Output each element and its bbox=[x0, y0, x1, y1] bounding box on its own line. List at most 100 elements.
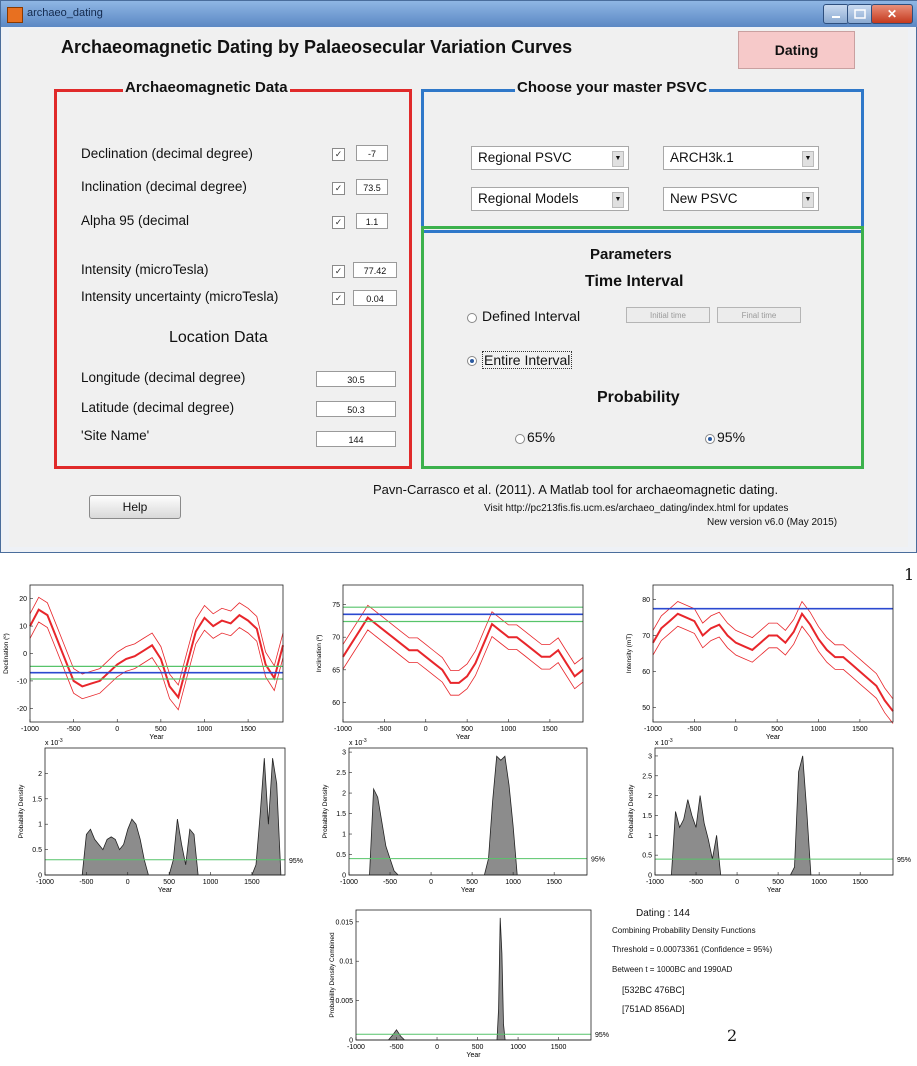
x-tick-label: 1000 bbox=[811, 726, 827, 733]
x-tick-label: -1000 bbox=[644, 726, 662, 733]
inclination-input[interactable]: 73.5 bbox=[356, 179, 388, 195]
intensity-uncertainty-input[interactable]: 0.04 bbox=[353, 290, 397, 306]
mean-curve bbox=[342, 616, 584, 684]
x-tick-label: -1000 bbox=[334, 726, 352, 733]
title-bar: archaeo_dating ✕ bbox=[1, 1, 917, 27]
entire-interval-radio[interactable] bbox=[467, 356, 477, 366]
x-tick-label: 1000 bbox=[510, 1044, 526, 1051]
parameters-panel bbox=[421, 226, 864, 469]
chart-7: 95% -1000 -500 0 500 1000 1500 Year 0.015 0.01 0.0… bbox=[329, 909, 609, 1059]
y-tick-label: 2.5 bbox=[642, 773, 652, 780]
y-tick-label: 2 bbox=[342, 791, 346, 798]
inclination-checkbox[interactable]: ✓ bbox=[332, 182, 345, 195]
minimize-button[interactable] bbox=[823, 4, 849, 24]
site-name-input[interactable]: 144 bbox=[316, 431, 396, 447]
density-area bbox=[45, 758, 285, 876]
close-icon: ✕ bbox=[886, 7, 898, 21]
x-tick-label: -500 bbox=[383, 879, 397, 886]
y-tick-label: 60 bbox=[332, 700, 340, 707]
x-tick-label: 1500 bbox=[240, 726, 256, 733]
defined-interval-label: Defined Interval bbox=[482, 308, 581, 324]
dating-info-line3: Between t = 1000BC and 1990AD bbox=[612, 965, 733, 974]
y-tick-label: 2 bbox=[38, 771, 42, 778]
density-area bbox=[356, 917, 591, 1041]
x-tick-label: -1000 bbox=[36, 879, 54, 886]
intensity-input[interactable]: 77.42 bbox=[353, 262, 397, 278]
x-tick-label: 1500 bbox=[542, 726, 558, 733]
x-axis-label: Year bbox=[149, 734, 164, 741]
x-tick-label: 0 bbox=[424, 726, 428, 733]
latitude-input[interactable]: 50.3 bbox=[316, 401, 396, 417]
probability-title: Probability bbox=[597, 389, 680, 406]
longitude-input[interactable]: 30.5 bbox=[316, 371, 396, 387]
x-tick-label: -1000 bbox=[646, 879, 664, 886]
x-tick-label: -500 bbox=[689, 879, 703, 886]
inclination-label: Inclination (decimal degree) bbox=[81, 179, 247, 194]
y-tick-label: 1 bbox=[38, 822, 42, 829]
declination-label: Declination (decimal degree) bbox=[81, 146, 253, 161]
x-tick-label: 500 bbox=[163, 879, 175, 886]
x-tick-label: 500 bbox=[155, 726, 167, 733]
figure-caption-1: 1 bbox=[904, 565, 915, 584]
label-95: 95% bbox=[289, 858, 303, 865]
y-axis-label: Probability Density Combined bbox=[329, 932, 336, 1018]
mean-curve bbox=[29, 608, 284, 700]
y-tick-label: 65 bbox=[332, 667, 340, 674]
x-tick-label: -500 bbox=[390, 1044, 404, 1051]
archaeomagnetic-data-title: Archaeomagnetic Data bbox=[123, 79, 290, 96]
lower-bound-curve bbox=[342, 629, 584, 696]
window-client-area bbox=[9, 29, 908, 547]
alpha95-input[interactable]: 1.1 bbox=[356, 213, 388, 229]
y-tick-label: 50 bbox=[642, 705, 650, 712]
x-tick-label: 500 bbox=[472, 1044, 484, 1051]
new-psvc-select[interactable]: New PSVC ▼ bbox=[663, 187, 819, 211]
x-tick-label: 1500 bbox=[546, 879, 562, 886]
x-tick-label: 500 bbox=[772, 879, 784, 886]
parameters-title: Parameters bbox=[588, 246, 674, 263]
y-tick-label: 1.5 bbox=[642, 813, 652, 820]
y-tick-label: 0.015 bbox=[335, 919, 353, 926]
alpha95-checkbox[interactable]: ✓ bbox=[332, 216, 345, 229]
citation-text: Pavn-Carrasco et al. (2011). A Matlab to… bbox=[373, 482, 779, 497]
close-button[interactable]: ✕ bbox=[871, 4, 913, 24]
intensity-uncertainty-checkbox[interactable]: ✓ bbox=[332, 292, 345, 305]
help-button[interactable]: Help bbox=[89, 495, 181, 519]
psvc-type-value: Regional PSVC bbox=[478, 150, 572, 165]
regional-models-select[interactable]: Regional Models ▼ bbox=[471, 187, 629, 211]
initial-time-button[interactable]: Initial time bbox=[626, 307, 710, 323]
probability-65-radio[interactable] bbox=[515, 434, 525, 444]
declination-input[interactable]: -7 bbox=[356, 145, 388, 161]
axes-frame bbox=[44, 747, 286, 876]
dating-button[interactable]: Dating bbox=[738, 31, 855, 69]
intensity-checkbox[interactable]: ✓ bbox=[332, 265, 345, 278]
defined-interval-radio[interactable] bbox=[467, 313, 477, 323]
x-tick-label: -500 bbox=[67, 726, 81, 733]
y-tick-label: 20 bbox=[19, 596, 27, 603]
probability-95-radio[interactable] bbox=[705, 434, 715, 444]
x-tick-label: 0 bbox=[115, 726, 119, 733]
exponent-label: x 10-3 bbox=[655, 738, 673, 747]
x-tick-label: -500 bbox=[79, 879, 93, 886]
intensity-uncertainty-label: Intensity uncertainty (microTesla) bbox=[81, 289, 279, 304]
minimize-icon bbox=[832, 16, 840, 18]
updates-link-text[interactable]: Visit http://pc213fis.fis.ucm.es/archaeo… bbox=[484, 503, 789, 514]
label-95: 95% bbox=[591, 857, 605, 864]
dating-interval-2: [751AD 856AD] bbox=[622, 1004, 685, 1014]
declination-checkbox[interactable]: ✓ bbox=[332, 148, 345, 161]
x-tick-label: 500 bbox=[461, 726, 473, 733]
label-95: 95% bbox=[595, 1032, 609, 1039]
maximize-button[interactable] bbox=[847, 4, 873, 24]
latitude-label: Latitude (decimal degree) bbox=[81, 400, 235, 415]
chevron-down-icon: ▼ bbox=[802, 192, 814, 208]
master-psvc-title: Choose your master PSVC bbox=[515, 79, 710, 96]
final-time-button[interactable]: Final time bbox=[717, 307, 801, 323]
x-axis-label: Year bbox=[466, 1052, 481, 1059]
x-axis-label: Year bbox=[767, 887, 782, 894]
y-tick-label: 70 bbox=[332, 635, 340, 642]
axes-frame bbox=[654, 747, 894, 876]
chevron-down-icon: ▼ bbox=[612, 151, 624, 167]
y-axis-label: Declination (º) bbox=[3, 633, 10, 674]
y-tick-label: 75 bbox=[332, 602, 340, 609]
psvc-type-select[interactable]: Regional PSVC ▼ bbox=[471, 146, 629, 170]
psvc-model-select[interactable]: ARCH3k.1 ▼ bbox=[663, 146, 819, 170]
